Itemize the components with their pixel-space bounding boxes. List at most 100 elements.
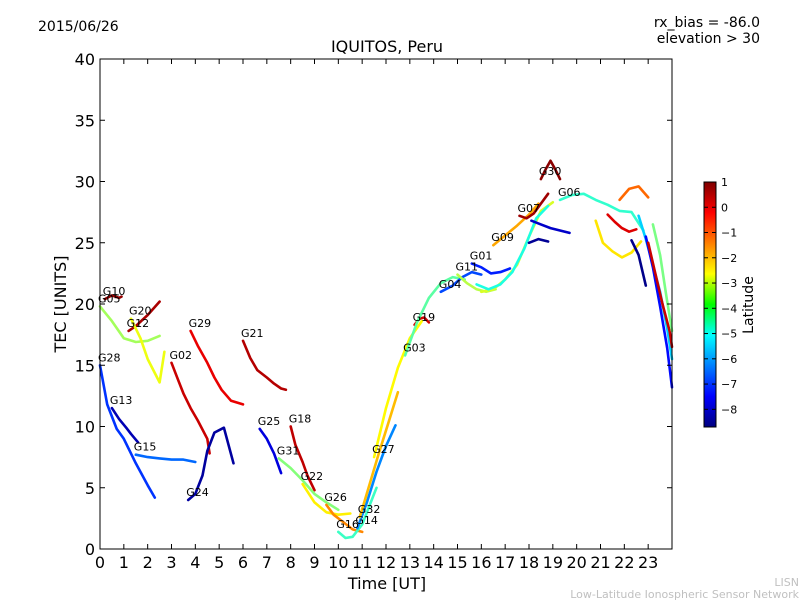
x-tick-label: 7 bbox=[262, 553, 272, 572]
series-line-g04 bbox=[439, 270, 483, 294]
series-line-track-36 bbox=[630, 239, 648, 287]
y-tick-label: 30 bbox=[75, 173, 95, 192]
x-tick-label: 13 bbox=[400, 553, 420, 572]
series-label-g28: G28 bbox=[98, 351, 121, 364]
series-label-g07: G07 bbox=[518, 202, 541, 215]
x-tick-label: 22 bbox=[614, 553, 634, 572]
series-label-g16: G16 bbox=[336, 518, 359, 531]
y-tick-label: 15 bbox=[75, 356, 95, 375]
series-line-g09 bbox=[491, 202, 540, 247]
x-tick-label: 0 bbox=[95, 553, 105, 572]
x-tick-label: 10 bbox=[328, 553, 348, 572]
colorbar-ticks: 1 0 −1 −2 −3 −4 −5 −6 −7 −8 bbox=[704, 176, 737, 416]
series-label-g10: G10 bbox=[103, 285, 126, 298]
y-tick-label: 0 bbox=[85, 540, 95, 559]
x-tick-label: 15 bbox=[447, 553, 467, 572]
x-tick-label: 20 bbox=[566, 553, 586, 572]
series-line-g32 bbox=[358, 390, 400, 519]
series-label-g04: G04 bbox=[439, 278, 462, 291]
series-line-g12 bbox=[127, 300, 161, 333]
colorbar bbox=[703, 181, 717, 428]
y-tick-label: 35 bbox=[75, 111, 95, 130]
series-label-g31: G31 bbox=[277, 444, 300, 457]
series-line-g26 bbox=[325, 503, 364, 534]
footer-org-short: LISN bbox=[774, 576, 799, 589]
colorbar-tick-label: −2 bbox=[721, 252, 737, 265]
series-label-g24: G24 bbox=[186, 486, 209, 499]
series-label-g06: G06 bbox=[558, 186, 581, 199]
series-line-g14 bbox=[356, 423, 397, 530]
series-label-g14: G14 bbox=[355, 514, 378, 527]
series-line-g20 bbox=[129, 317, 166, 384]
y-tick-label: 10 bbox=[75, 418, 95, 437]
series-layer bbox=[98, 159, 674, 540]
series-label-g20: G20 bbox=[129, 305, 152, 318]
series-line-g07 bbox=[518, 192, 550, 220]
colorbar-tick-label: 0 bbox=[721, 201, 728, 214]
series-line-track-33 bbox=[606, 213, 638, 233]
x-tick-label: 8 bbox=[286, 553, 296, 572]
series-line-g15 bbox=[134, 453, 197, 464]
series-line-g22 bbox=[301, 482, 352, 517]
series-line-g16 bbox=[336, 486, 378, 540]
series-line-track-29 bbox=[479, 201, 555, 294]
x-tick-label: 11 bbox=[352, 553, 372, 572]
colorbar-tick-label: −3 bbox=[721, 277, 737, 290]
x-tick-label: 3 bbox=[166, 553, 176, 572]
series-line-g21 bbox=[241, 339, 288, 392]
series-label-g03: G03 bbox=[403, 341, 426, 354]
series-line-g02 bbox=[170, 361, 211, 455]
x-tick-label: 21 bbox=[590, 553, 610, 572]
series-line-g30 bbox=[539, 159, 562, 181]
series-label-g11: G11 bbox=[456, 261, 479, 274]
colorbar-tick-label: 1 bbox=[721, 176, 728, 189]
series-label-g05: G05 bbox=[98, 292, 121, 305]
x-tick-label: 2 bbox=[143, 553, 153, 572]
series-label-g09: G09 bbox=[491, 231, 514, 244]
y-tick-label: 20 bbox=[75, 295, 95, 314]
series-label-g27: G27 bbox=[372, 443, 395, 456]
series-label-g26: G26 bbox=[324, 491, 347, 504]
series-line-track-39 bbox=[646, 241, 674, 349]
series-line-track-35 bbox=[618, 185, 650, 202]
series-line-g25 bbox=[258, 427, 283, 475]
colorbar-label: Latitude bbox=[741, 276, 757, 334]
x-tick-label: 19 bbox=[543, 553, 563, 572]
y-tick-label: 5 bbox=[85, 479, 95, 498]
series-line-track-40 bbox=[651, 223, 674, 333]
chart-title: IQUITOS, Peru bbox=[331, 37, 443, 56]
series-label-g18: G18 bbox=[289, 413, 312, 426]
series-label-g32: G32 bbox=[358, 503, 381, 516]
colorbar-tick-label: −4 bbox=[721, 302, 737, 315]
axis-layer: 0 1 2 3 4 5 6 7 8 9 10 11 12 13 14 15 16 17 18 19 20 21 22 2305… bbox=[75, 50, 672, 572]
series-label-g15: G15 bbox=[134, 441, 157, 454]
series-label-g25: G25 bbox=[258, 415, 281, 428]
series-label-g02: G02 bbox=[170, 349, 193, 362]
colorbar-tick-label: −5 bbox=[721, 328, 737, 341]
y-tick-label: 40 bbox=[75, 50, 95, 69]
series-line-g28 bbox=[98, 363, 157, 499]
x-tick-label: 4 bbox=[190, 553, 200, 572]
x-tick-label: 16 bbox=[471, 553, 491, 572]
series-label-g29: G29 bbox=[189, 317, 212, 330]
series-label-g22: G22 bbox=[301, 470, 324, 483]
bias-label: rx_bias = -86.0 bbox=[654, 15, 760, 31]
series-label-g12: G12 bbox=[127, 317, 150, 330]
x-tick-label: 9 bbox=[309, 553, 319, 572]
series-line-g31 bbox=[277, 457, 340, 512]
colorbar-tick-label: −1 bbox=[721, 227, 737, 240]
y-axis-label: TEC [UNITS] bbox=[51, 256, 70, 354]
series-line-g18 bbox=[289, 425, 316, 492]
series-line-g24 bbox=[186, 426, 235, 502]
x-tick-label: 12 bbox=[376, 553, 396, 572]
series-line-g10 bbox=[103, 294, 123, 301]
elevation-label: elevation > 30 bbox=[657, 31, 760, 47]
x-tick-label: 6 bbox=[238, 553, 248, 572]
series-line-g01 bbox=[470, 262, 512, 275]
series-line-track-34 bbox=[594, 219, 643, 259]
colorbar-tick-label: −8 bbox=[721, 403, 737, 416]
y-tick-label: 25 bbox=[75, 234, 95, 253]
series-label-g13: G13 bbox=[110, 394, 133, 407]
